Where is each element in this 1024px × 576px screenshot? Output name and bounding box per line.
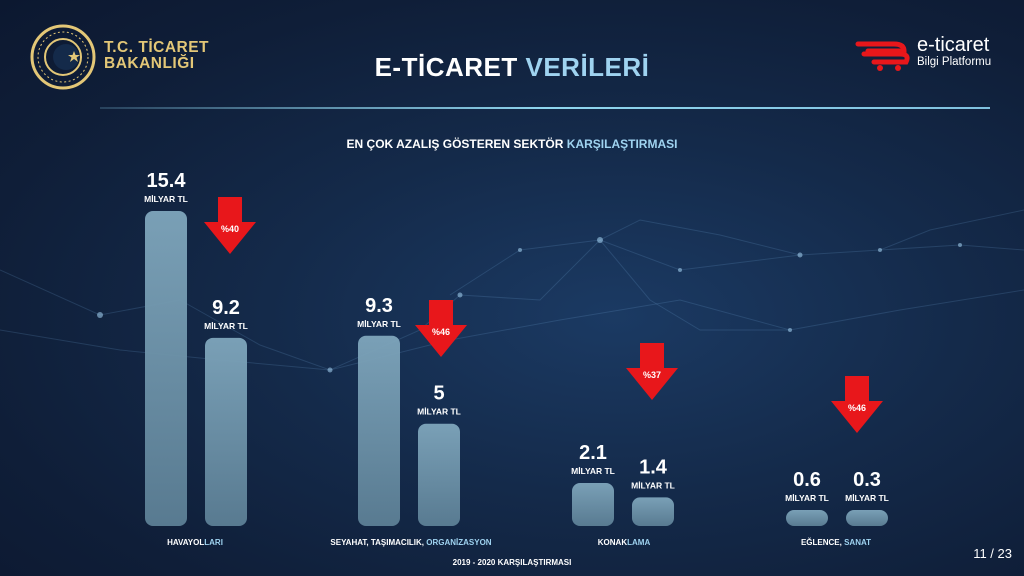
category-label: KONAKLAMA (598, 538, 651, 547)
bar-2019 (572, 483, 614, 526)
decrease-percent-label: %46 (432, 327, 450, 337)
bar-value-label-2020: 9.2 (212, 297, 240, 319)
category-label: HAVAYOLLARI (167, 538, 223, 547)
header-divider (100, 107, 990, 109)
category-label-part1: SEYAHAT, TAŞIMACILIK, (330, 538, 426, 547)
bar-unit-label-2019: MİLYAR TL (785, 493, 829, 503)
bar-2020 (205, 337, 247, 526)
bar-unit-label-2019: MİLYAR TL (144, 194, 188, 204)
bar-2020 (846, 510, 888, 526)
bar-value-label-2019: 9.3 (365, 295, 393, 317)
category-label: EĞLENCE, SANAT (801, 538, 871, 547)
decrease-arrow-icon (415, 300, 467, 357)
decrease-arrow-icon (204, 197, 256, 254)
chart-subtitle-part1: EN ÇOK AZALIŞ GÖSTEREN SEKTÖR (346, 137, 567, 151)
chart-subtitle: EN ÇOK AZALIŞ GÖSTEREN SEKTÖR KARŞILAŞTI… (0, 137, 1024, 151)
bar-2019 (145, 211, 187, 526)
brand-name: e-ticaret (917, 34, 990, 56)
category-label-part2: SANAT (844, 538, 871, 547)
bar-unit-label-2020: MİLYAR TL (631, 480, 675, 490)
bar-2020 (632, 497, 674, 526)
category-label-part1: KONAK (598, 538, 628, 547)
ministry-name-line2: BAKANLIĞI (104, 55, 195, 72)
bar-unit-label-2019: MİLYAR TL (357, 319, 401, 329)
e-ticaret-cart-logo-icon (855, 41, 910, 71)
bar-unit-label-2020: MİLYAR TL (204, 321, 248, 331)
bar-unit-label-2020: MİLYAR TL (417, 407, 461, 417)
bar-2020 (418, 423, 460, 526)
brand-subtitle: Bilgi Platformu (917, 56, 992, 68)
category-label-part2: ORGANİZASYON (426, 538, 492, 547)
ministry-name: T.C. TİCARET BAKANLIĞI (104, 40, 209, 72)
bar-unit-label-2019: MİLYAR TL (571, 466, 615, 476)
page-title-part2: VERİLERİ (525, 52, 650, 82)
bar-value-label-2020: 5 (433, 383, 444, 405)
category-label-part2: LARI (204, 538, 223, 547)
decrease-arrow-icon (831, 376, 883, 433)
decrease-percent-label: %46 (848, 403, 866, 413)
decrease-percent-label: %40 (221, 224, 239, 234)
bar-value-label-2019: 2.1 (579, 442, 607, 464)
decrease-arrow-icon (626, 343, 678, 400)
bar-value-label-2020: 0.3 (853, 469, 881, 491)
chart-subtitle-part2: KARŞILAŞTIRMASI (566, 137, 678, 151)
bar-value-label-2019: 15.4 (147, 170, 187, 192)
page-title-part1: E-TİCARET (374, 52, 526, 82)
category-label-part1: HAVAYOL (167, 538, 204, 547)
bar-2019 (358, 335, 400, 526)
page-number: 11 / 23 (973, 546, 1012, 561)
category-label: SEYAHAT, TAŞIMACILIK, ORGANİZASYON (330, 538, 491, 547)
page-title: E-TİCARET VERİLERİ (0, 52, 1024, 83)
footer-caption: 2019 - 2020 KARŞILAŞTIRMASI (452, 558, 572, 567)
bar-value-label-2019: 0.6 (793, 469, 821, 491)
ministry-name-line1: T.C. TİCARET (104, 39, 210, 56)
category-label-part2: LAMA (627, 538, 650, 547)
bar-value-label-2020: 1.4 (639, 456, 668, 478)
bar-2019 (786, 510, 828, 526)
decrease-percent-label: %37 (643, 370, 661, 380)
category-label-part1: EĞLENCE, (801, 538, 844, 547)
ministry-seal-logo (30, 24, 96, 90)
bar-unit-label-2020: MİLYAR TL (845, 493, 889, 503)
